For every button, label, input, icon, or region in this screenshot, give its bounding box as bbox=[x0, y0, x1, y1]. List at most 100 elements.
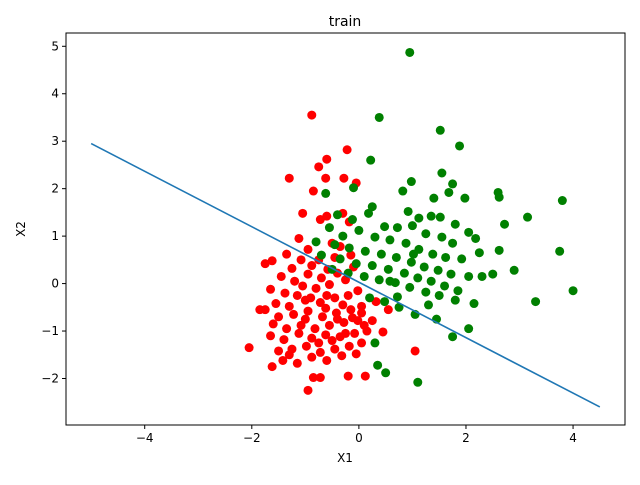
class0-point bbox=[310, 324, 320, 334]
class0-point bbox=[330, 344, 340, 354]
class1-point bbox=[330, 240, 340, 250]
class0-point bbox=[267, 362, 277, 372]
class0-point bbox=[330, 293, 340, 303]
class1-point bbox=[446, 269, 456, 279]
class1-point bbox=[448, 179, 458, 189]
class0-point bbox=[289, 309, 299, 319]
class0-point bbox=[410, 346, 420, 356]
class0-point bbox=[322, 211, 332, 221]
class1-point bbox=[381, 368, 391, 378]
class0-point bbox=[360, 371, 370, 381]
plot-frame bbox=[65, 32, 626, 426]
class1-point bbox=[370, 232, 380, 242]
class1-point bbox=[419, 262, 429, 272]
class0-point bbox=[338, 300, 348, 310]
class1-point bbox=[316, 250, 326, 260]
class1-point bbox=[392, 223, 402, 233]
class0-point bbox=[308, 186, 318, 196]
class0-point bbox=[357, 301, 367, 311]
class1-point bbox=[405, 282, 415, 292]
y-tick-label: 2 bbox=[51, 182, 59, 196]
class1-point bbox=[457, 254, 467, 264]
class1-point bbox=[383, 264, 393, 274]
class1-point bbox=[471, 233, 481, 243]
class0-point bbox=[303, 385, 313, 395]
class0-point bbox=[322, 355, 332, 365]
class1-point bbox=[401, 238, 411, 248]
class0-point bbox=[324, 320, 334, 330]
class0-point bbox=[294, 233, 304, 243]
class1-point bbox=[555, 246, 565, 256]
class0-point bbox=[266, 331, 276, 341]
class0-point bbox=[357, 338, 367, 348]
class0-point bbox=[327, 336, 337, 346]
class0-point bbox=[347, 313, 357, 323]
class0-point bbox=[308, 373, 318, 383]
class1-point bbox=[531, 297, 541, 307]
class1-point bbox=[376, 249, 386, 259]
class0-point bbox=[351, 349, 361, 359]
class1-point bbox=[453, 286, 463, 296]
class0-point bbox=[343, 371, 353, 381]
class0-point bbox=[255, 305, 265, 315]
class1-point bbox=[351, 259, 361, 269]
class0-point bbox=[342, 145, 352, 155]
class0-point bbox=[274, 312, 284, 322]
class1-point bbox=[500, 219, 510, 229]
class1-point bbox=[488, 269, 498, 279]
class0-point bbox=[378, 327, 388, 337]
class1-point bbox=[423, 300, 433, 310]
class1-point bbox=[494, 192, 504, 202]
class0-point bbox=[303, 269, 313, 279]
class1-point bbox=[403, 206, 413, 216]
class1-point bbox=[460, 193, 470, 203]
class1-point bbox=[406, 257, 416, 267]
class1-point bbox=[437, 168, 447, 178]
class0-point bbox=[339, 173, 349, 183]
class0-point bbox=[306, 293, 316, 303]
class1-point bbox=[385, 235, 395, 245]
class0-point bbox=[322, 290, 332, 300]
class1-point bbox=[474, 248, 484, 258]
class1-point bbox=[338, 231, 348, 241]
class1-point bbox=[428, 249, 438, 259]
class0-point bbox=[346, 305, 356, 315]
class0-point bbox=[311, 283, 321, 293]
class1-point bbox=[407, 221, 417, 231]
class0-point bbox=[292, 290, 302, 300]
class1-point bbox=[464, 271, 474, 281]
class0-point bbox=[315, 298, 325, 308]
class1-point bbox=[448, 332, 458, 342]
class1-point bbox=[354, 225, 364, 235]
class1-point bbox=[385, 276, 395, 286]
class1-point bbox=[435, 212, 445, 222]
x-axis-label: X1 bbox=[337, 451, 353, 465]
y-axis-label: X2 bbox=[14, 221, 28, 237]
x-tick-label: −2 bbox=[243, 431, 261, 445]
class0-point bbox=[332, 314, 342, 324]
class0-point bbox=[321, 303, 331, 313]
class0-point bbox=[357, 308, 367, 318]
class1-point bbox=[414, 213, 424, 223]
class1-point bbox=[421, 287, 431, 297]
class0-point bbox=[307, 352, 317, 362]
class1-point bbox=[469, 299, 479, 309]
class0-point bbox=[307, 110, 317, 120]
class1-point bbox=[413, 273, 423, 283]
class1-point bbox=[450, 219, 460, 229]
class1-point bbox=[413, 377, 423, 387]
class0-point bbox=[343, 290, 353, 300]
class1-point bbox=[429, 193, 439, 203]
class0-point bbox=[322, 154, 332, 164]
x-tick-label: 0 bbox=[355, 431, 363, 445]
class1-point bbox=[441, 252, 451, 262]
plot-content bbox=[90, 47, 601, 408]
class0-point bbox=[315, 347, 325, 357]
class1-point bbox=[367, 202, 377, 212]
class1-point bbox=[335, 254, 345, 264]
y-tick-label: 3 bbox=[51, 134, 59, 148]
class1-point bbox=[421, 229, 431, 239]
class1-point bbox=[398, 186, 408, 196]
class1-point bbox=[409, 249, 419, 259]
